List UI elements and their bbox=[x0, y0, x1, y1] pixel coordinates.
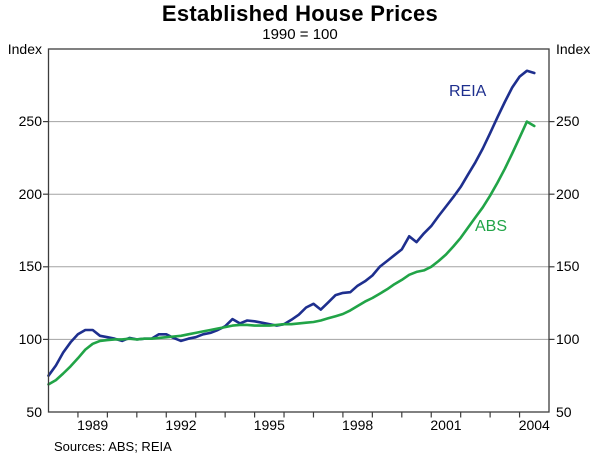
y-tick-label-left-150: 150 bbox=[18, 258, 42, 275]
y-tick-label-right-100: 100 bbox=[556, 330, 580, 347]
y-tick-label-left-100: 100 bbox=[18, 330, 42, 347]
chart-title: Established House Prices bbox=[161, 1, 439, 26]
axis-ticks bbox=[43, 120, 555, 418]
y-tick-label-right-250: 250 bbox=[556, 113, 580, 130]
y-tick-label-left-50: 50 bbox=[26, 403, 42, 420]
plot-border bbox=[47, 48, 550, 413]
y-tick-label-left-200: 200 bbox=[18, 185, 42, 202]
line-reia bbox=[47, 69, 536, 378]
x-tick-label-2004: 2004 bbox=[518, 417, 550, 433]
y-axis-unit-right: Index bbox=[556, 41, 591, 57]
data-series-lines bbox=[47, 69, 536, 386]
x-tick-label-1989: 1989 bbox=[77, 417, 109, 433]
y-tick-label-right-150: 150 bbox=[556, 258, 580, 275]
series-label-reia: REIA bbox=[449, 83, 487, 100]
y-tick-label-left-250: 250 bbox=[18, 113, 42, 130]
chart-subtitle: 1990 = 100 bbox=[262, 26, 338, 43]
x-tick-label-1998: 1998 bbox=[342, 417, 374, 433]
x-tick-label-2001: 2001 bbox=[430, 417, 462, 433]
x-tick-label-1992: 1992 bbox=[165, 417, 197, 433]
gridlines bbox=[48, 121, 549, 340]
line-abs bbox=[47, 120, 536, 386]
y-tick-label-right-200: 200 bbox=[556, 185, 580, 202]
x-tick-label-1995: 1995 bbox=[253, 417, 285, 433]
axes-frame bbox=[47, 48, 550, 413]
y-tick-label-right-50: 50 bbox=[556, 403, 572, 420]
series-label-abs: ABS bbox=[475, 218, 508, 235]
y-axis-unit-left: Index bbox=[7, 41, 42, 57]
source-note: Sources: ABS; REIA bbox=[54, 439, 172, 454]
